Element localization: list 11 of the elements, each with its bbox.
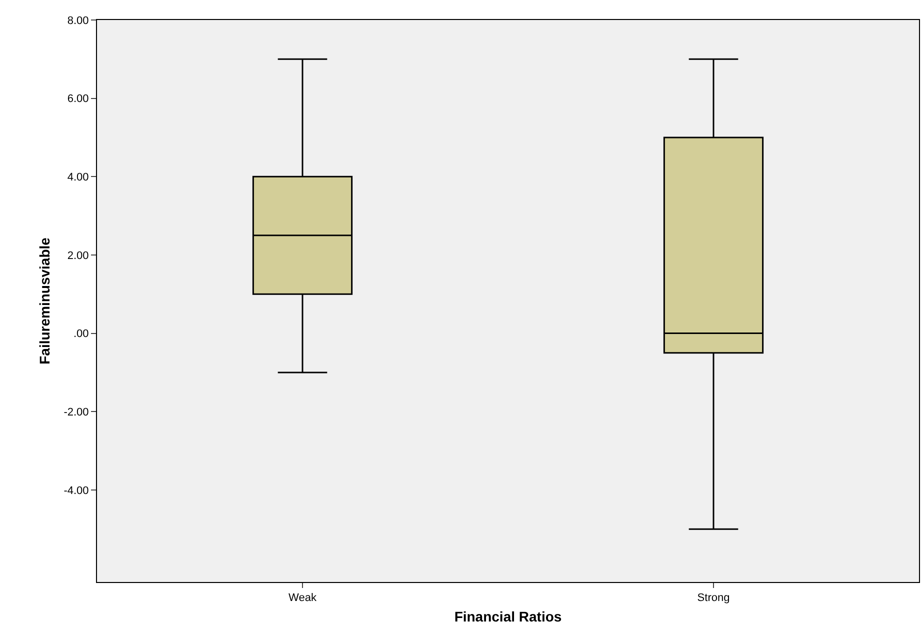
y-tick-label: 8.00 [67, 14, 89, 27]
y-tick-label: .00 [74, 328, 89, 340]
y-tick-label: 2.00 [67, 250, 89, 262]
y-tick-label: 6.00 [67, 93, 89, 106]
x-tick-label: Strong [697, 592, 730, 604]
y-tick-label: -2.00 [64, 406, 89, 418]
y-tick-label: 4.00 [67, 172, 89, 184]
y-axis-title: Failureminusviable [36, 237, 52, 364]
x-axis-title: Financial Ratios [454, 608, 562, 624]
y-tick-label: -4.00 [64, 484, 89, 497]
x-tick-label: Weak [288, 592, 317, 604]
